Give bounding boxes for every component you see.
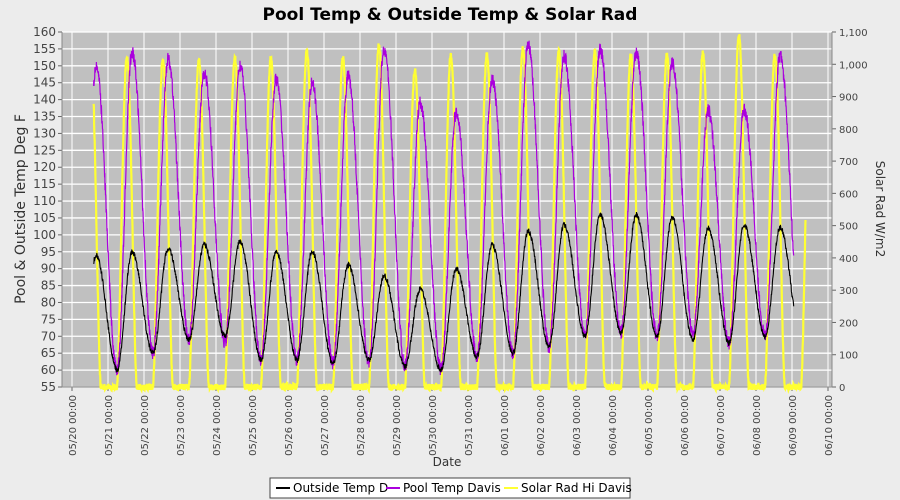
- x-tick-label: 06/05 00:00: [644, 395, 655, 456]
- x-tick-label: 05/27 00:00: [320, 395, 331, 456]
- y-tick-label: 120: [33, 160, 56, 174]
- y-tick-label: 155: [33, 42, 56, 56]
- x-tick-label: 05/30 00:00: [428, 395, 439, 456]
- y-tick-label: 150: [33, 59, 56, 73]
- y-right-tick-label: 0: [839, 383, 845, 394]
- y-tick-label: 130: [33, 126, 56, 140]
- y-right-tick-label: 500: [839, 222, 858, 233]
- y-tick-label: 140: [33, 93, 56, 107]
- y-axis-right-label: Solar Rad W/m2: [873, 161, 887, 258]
- x-tick-label: 05/28 00:00: [356, 395, 367, 456]
- y-tick-label: 160: [33, 25, 56, 39]
- legend: Outside Temp D Pool Temp Davis Solar Rad H…: [269, 477, 632, 499]
- x-axis-label: Date: [433, 455, 462, 469]
- x-tick-label: 06/10 00:00: [824, 395, 835, 456]
- series-pool-temp-line: [93, 40, 795, 376]
- x-tick-label: 05/22 00:00: [140, 395, 151, 456]
- y-axis-right: 0 100 200 300 400 500 600 700 800 900 1,000 1,100: [831, 28, 868, 394]
- x-tick-label: 06/01 00:00: [500, 395, 511, 456]
- x-tick-label: 05/26 00:00: [284, 395, 295, 456]
- legend-box: [269, 477, 631, 499]
- y-right-tick-label: 900: [839, 93, 858, 104]
- y-tick-label: 65: [41, 346, 56, 360]
- y-tick-label: 90: [41, 262, 56, 276]
- legend-label: Pool Temp Davis: [403, 481, 501, 495]
- x-tick-label: 06/08 00:00: [752, 395, 763, 456]
- y-tick-label: 125: [33, 143, 56, 157]
- y-axis-left: 55 60 65 70 75 80 85 90 95 100 105 110 115 120 125 130 1…: [33, 25, 63, 394]
- x-tick-label: 05/20 00:00: [68, 395, 79, 456]
- y-tick-label: 100: [33, 228, 56, 242]
- x-tick-label: 05/25 00:00: [248, 395, 259, 456]
- x-tick-label: 05/31 00:00: [464, 395, 475, 456]
- series-lines: [92, 34, 807, 395]
- chart-title: Pool Temp & Outside Temp & Solar Rad: [263, 5, 638, 25]
- y-axis-left-label: Pool & Outside Temp Deg F: [13, 114, 29, 304]
- x-tick-label: 06/07 00:00: [716, 395, 727, 456]
- series-solar-rad-line: [92, 34, 807, 395]
- y-tick-label: 80: [41, 295, 56, 309]
- y-right-tick-label: 1,100: [839, 28, 868, 39]
- x-tick-label: 06/09 00:00: [788, 395, 799, 456]
- y-tick-label: 115: [33, 177, 56, 191]
- y-tick-label: 60: [41, 363, 56, 377]
- y-tick-label: 75: [41, 312, 56, 326]
- y-right-tick-label: 400: [839, 254, 858, 265]
- y-tick-label: 70: [41, 329, 56, 343]
- y-right-tick-label: 300: [839, 286, 858, 297]
- y-tick-label: 55: [41, 380, 56, 394]
- y-tick-label: 110: [33, 194, 56, 208]
- y-right-tick-label: 200: [839, 318, 858, 329]
- y-tick-label: 85: [41, 279, 56, 293]
- x-tick-label: 06/04 00:00: [608, 395, 619, 456]
- x-tick-label: 05/23 00:00: [176, 395, 187, 456]
- x-tick-label: 06/06 00:00: [680, 395, 691, 456]
- y-right-tick-label: 700: [839, 157, 858, 168]
- legend-label: Outside Temp D: [293, 481, 388, 495]
- y-right-tick-label: 800: [839, 125, 858, 136]
- x-tick-label: 06/03 00:00: [572, 395, 583, 456]
- series-outside-temp-line: [93, 211, 795, 373]
- y-right-tick-label: 100: [839, 351, 858, 362]
- x-tick-label: 05/24 00:00: [212, 395, 223, 456]
- x-tick-label: 05/21 00:00: [104, 395, 115, 456]
- y-tick-label: 105: [33, 211, 56, 225]
- x-tick-label: 05/29 00:00: [392, 395, 403, 456]
- x-tick-label: 06/02 00:00: [536, 395, 547, 456]
- y-tick-label: 145: [33, 76, 56, 90]
- y-right-tick-label: 1,000: [839, 60, 868, 71]
- y-tick-label: 135: [33, 110, 56, 124]
- y-tick-label: 95: [41, 245, 56, 259]
- legend-label: Solar Rad Hi Davis: [521, 481, 632, 495]
- y-right-tick-label: 600: [839, 189, 858, 200]
